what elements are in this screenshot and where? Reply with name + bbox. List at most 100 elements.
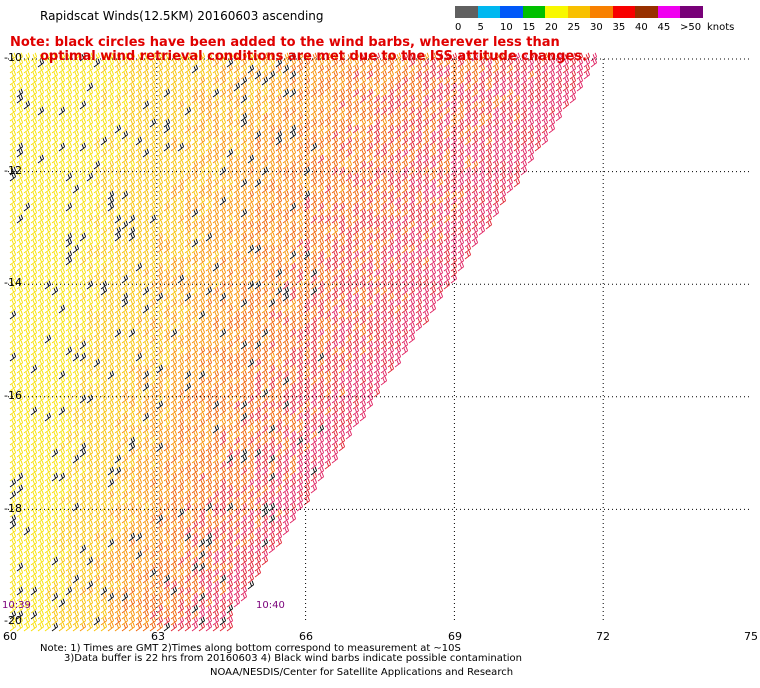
wind-barb bbox=[205, 70, 213, 80]
wind-barb bbox=[121, 88, 129, 98]
wind-barb bbox=[184, 100, 192, 110]
wind-barb bbox=[555, 76, 563, 86]
wind-barb bbox=[408, 94, 416, 104]
wind-barb bbox=[170, 100, 178, 110]
wind-barb bbox=[219, 106, 227, 116]
wind-barb bbox=[16, 70, 24, 80]
wind-barb bbox=[233, 106, 241, 116]
wind-barb bbox=[226, 106, 234, 116]
wind-barb bbox=[226, 58, 234, 68]
wind-barb bbox=[212, 106, 220, 116]
wind-barb bbox=[366, 112, 374, 122]
wind-barb bbox=[317, 100, 325, 110]
wind-barb bbox=[457, 64, 465, 74]
wind-barb bbox=[233, 100, 241, 110]
wind-barb bbox=[205, 64, 213, 74]
wind-barb bbox=[422, 76, 430, 86]
wind-barb bbox=[436, 100, 444, 110]
wind-barb bbox=[149, 100, 157, 110]
wind-barb bbox=[177, 76, 185, 86]
wind-barb bbox=[541, 70, 549, 80]
wind-barb bbox=[548, 70, 556, 80]
wind-barb bbox=[422, 70, 430, 80]
wind-barb bbox=[93, 94, 101, 104]
wind-barb bbox=[107, 82, 115, 92]
wind-barb bbox=[492, 76, 500, 86]
wind-barb bbox=[352, 76, 360, 86]
wind-barb bbox=[492, 64, 500, 74]
wind-barb bbox=[324, 76, 332, 86]
wind-barb bbox=[212, 112, 220, 122]
wind-barb bbox=[268, 70, 276, 80]
wind-barb bbox=[590, 52, 598, 62]
wind-barb bbox=[268, 88, 276, 98]
wind-barb bbox=[9, 70, 17, 80]
wind-barb bbox=[135, 112, 143, 122]
wind-barb bbox=[247, 64, 255, 74]
wind-barb bbox=[443, 94, 451, 104]
wind-barb bbox=[289, 94, 297, 104]
wind-barb bbox=[72, 88, 80, 98]
wind-barb bbox=[303, 106, 311, 116]
wind-barb bbox=[149, 70, 157, 80]
wind-barb bbox=[135, 82, 143, 92]
wind-barb bbox=[268, 64, 276, 74]
wind-barb bbox=[93, 88, 101, 98]
wind-barb bbox=[86, 88, 94, 98]
wind-barb bbox=[121, 82, 129, 92]
wind-barb bbox=[492, 100, 500, 110]
wind-barb bbox=[506, 100, 514, 110]
wind-barb bbox=[506, 94, 514, 104]
wind-barb bbox=[436, 70, 444, 80]
wind-barb bbox=[394, 70, 402, 80]
wind-barb bbox=[352, 100, 360, 110]
wind-barb bbox=[380, 100, 388, 110]
wind-barb bbox=[296, 52, 304, 62]
wind-barb bbox=[72, 94, 80, 104]
wind-barb bbox=[338, 100, 346, 110]
wind-barb bbox=[401, 100, 409, 110]
wind-barb bbox=[401, 70, 409, 80]
wind-barb bbox=[170, 70, 178, 80]
wind-barb bbox=[9, 58, 17, 68]
wind-barb bbox=[163, 52, 171, 62]
wind-barb bbox=[191, 112, 199, 122]
wind-barb bbox=[65, 112, 73, 122]
wind-barb bbox=[380, 52, 388, 62]
wind-barb bbox=[485, 70, 493, 80]
wind-barb bbox=[534, 94, 542, 104]
wind-barb bbox=[408, 82, 416, 92]
wind-barb bbox=[576, 76, 584, 86]
wind-barb bbox=[324, 88, 332, 98]
wind-barb bbox=[58, 70, 66, 80]
wind-barb bbox=[338, 112, 346, 122]
wind-barb bbox=[177, 106, 185, 116]
wind-barb bbox=[233, 76, 241, 86]
wind-barb bbox=[163, 94, 171, 104]
wind-barb bbox=[555, 94, 563, 104]
wind-barb bbox=[254, 94, 262, 104]
wind-barb bbox=[247, 52, 255, 62]
wind-barb bbox=[65, 100, 73, 110]
wind-barb bbox=[310, 76, 318, 86]
wind-barb bbox=[58, 82, 66, 92]
wind-barb bbox=[569, 94, 577, 104]
wind-barb bbox=[324, 52, 332, 62]
wind-barb bbox=[331, 82, 339, 92]
wind-barb bbox=[275, 106, 283, 116]
wind-barb bbox=[478, 88, 486, 98]
wind-barb bbox=[303, 76, 311, 86]
wind-barb bbox=[282, 64, 290, 74]
wind-barb bbox=[541, 100, 549, 110]
colorbar-label: 15 bbox=[522, 22, 536, 33]
wind-barb bbox=[562, 70, 570, 80]
wind-barb bbox=[23, 76, 31, 86]
wind-barb bbox=[324, 94, 332, 104]
wind-barb bbox=[23, 112, 31, 122]
wind-barb bbox=[310, 112, 318, 122]
wind-barb bbox=[576, 64, 584, 74]
wind-barb bbox=[177, 112, 185, 122]
wind-barb bbox=[352, 106, 360, 116]
wind-barb bbox=[464, 70, 472, 80]
